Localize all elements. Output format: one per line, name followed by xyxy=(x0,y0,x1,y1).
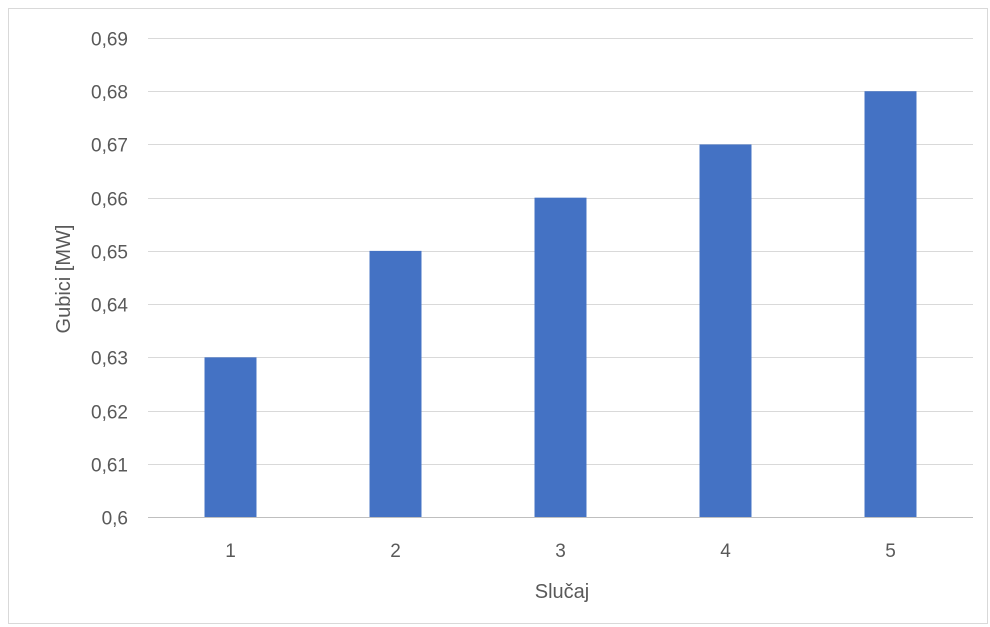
y-tick-labels: 0,6 0,61 0,62 0,63 0,64 0,65 0,66 0,67 0,68 0,69 xyxy=(91,30,128,530)
y-tick-label: 0,67 xyxy=(91,136,128,157)
bar xyxy=(204,357,257,517)
x-tick-label: 3 xyxy=(555,541,566,562)
x-tick-label: 1 xyxy=(225,541,236,562)
bar xyxy=(369,250,422,517)
y-tick-label: 0,65 xyxy=(91,243,128,264)
gridlines xyxy=(148,38,973,518)
bars xyxy=(204,91,917,517)
x-tick-labels: 1 2 3 4 5 xyxy=(225,541,896,562)
y-axis-label: Gubici [MW] xyxy=(53,225,75,334)
y-tick-label: 0,66 xyxy=(91,190,128,211)
bar xyxy=(699,144,752,517)
y-tick-label: 0,69 xyxy=(91,30,128,51)
x-tick-label: 4 xyxy=(720,541,731,562)
chart-frame xyxy=(8,8,988,624)
y-tick-label: 0,6 xyxy=(102,509,128,530)
x-tick-label: 5 xyxy=(885,541,896,562)
x-axis-label: Slučaj xyxy=(535,581,589,603)
bar xyxy=(534,197,587,517)
y-tick-label: 0,63 xyxy=(91,349,128,370)
y-tick-label: 0,61 xyxy=(91,456,128,477)
y-tick-label: 0,64 xyxy=(91,296,128,317)
x-tick-label: 2 xyxy=(390,541,401,562)
y-tick-label: 0,62 xyxy=(91,403,128,424)
bar xyxy=(864,91,917,517)
y-tick-label: 0,68 xyxy=(91,83,128,104)
